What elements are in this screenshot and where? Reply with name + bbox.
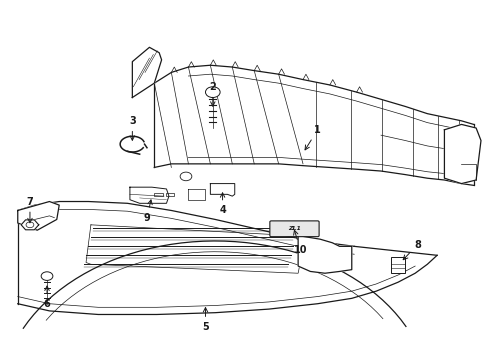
Polygon shape bbox=[21, 220, 39, 230]
Bar bbox=[165, 193, 174, 196]
Bar bbox=[154, 193, 162, 196]
Text: 2: 2 bbox=[209, 82, 216, 106]
FancyBboxPatch shape bbox=[269, 221, 319, 237]
Text: 9: 9 bbox=[143, 200, 152, 222]
Polygon shape bbox=[132, 47, 161, 98]
Polygon shape bbox=[18, 202, 59, 230]
Text: 5: 5 bbox=[202, 307, 208, 332]
Text: 1: 1 bbox=[305, 125, 320, 150]
Text: 3: 3 bbox=[129, 116, 136, 140]
Text: ZL1: ZL1 bbox=[287, 226, 300, 231]
Circle shape bbox=[205, 87, 220, 98]
Polygon shape bbox=[444, 125, 480, 184]
Polygon shape bbox=[130, 187, 168, 203]
Polygon shape bbox=[210, 184, 234, 196]
Polygon shape bbox=[188, 189, 205, 200]
Text: 6: 6 bbox=[43, 286, 50, 309]
Polygon shape bbox=[298, 235, 351, 273]
Text: 4: 4 bbox=[219, 193, 225, 216]
Circle shape bbox=[41, 272, 53, 280]
Text: 8: 8 bbox=[403, 239, 420, 260]
Text: 7: 7 bbox=[26, 197, 33, 223]
Text: 10: 10 bbox=[293, 230, 306, 255]
Circle shape bbox=[180, 172, 191, 181]
Bar bbox=[390, 257, 405, 273]
